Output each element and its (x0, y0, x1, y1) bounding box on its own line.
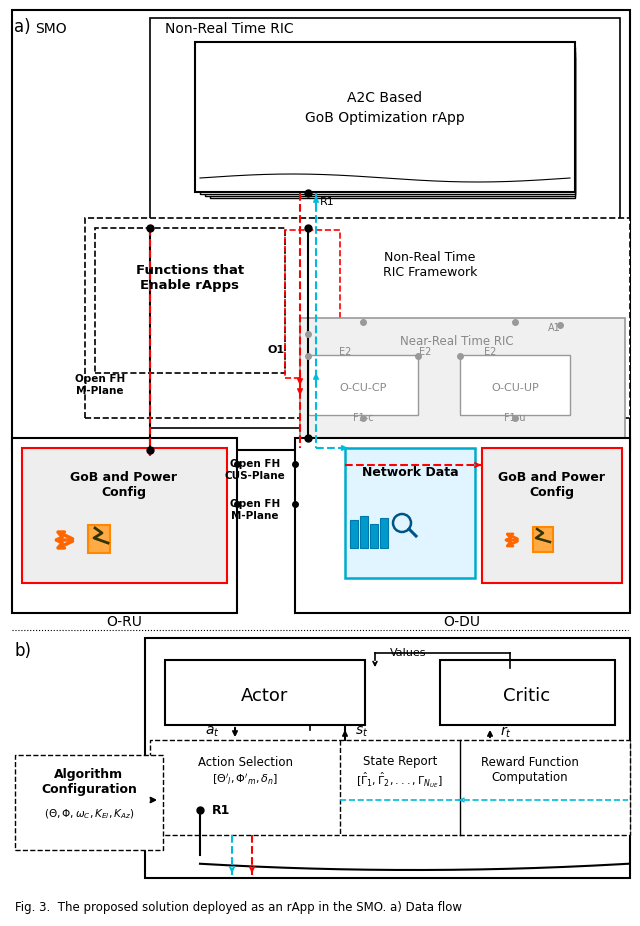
Text: F1-u: F1-u (504, 413, 525, 423)
Text: Open FH
M-Plane: Open FH M-Plane (230, 499, 280, 520)
Bar (195, 42, 575, 192)
Text: A1: A1 (548, 323, 561, 333)
Bar (345, 448, 475, 578)
Text: Actor: Actor (241, 687, 289, 705)
Bar (200, 47, 575, 194)
Bar (12, 438, 237, 613)
Bar (295, 438, 630, 613)
Bar (440, 660, 615, 725)
Bar (285, 230, 340, 378)
Text: Open FH
CUS-Plane: Open FH CUS-Plane (225, 459, 285, 481)
Bar (12, 10, 630, 450)
Text: Functions that
Enable rApps: Functions that Enable rApps (136, 264, 244, 292)
Text: $[\Theta'_l, \Phi'_m, \delta_n]$: $[\Theta'_l, \Phi'_m, \delta_n]$ (212, 772, 278, 787)
Bar (380, 518, 388, 548)
Text: O-CU-CP: O-CU-CP (339, 383, 387, 393)
Bar (460, 355, 570, 415)
Bar (95, 228, 285, 373)
Text: GoB and Power
Config: GoB and Power Config (70, 471, 177, 499)
Text: Algorithm
Configuration: Algorithm Configuration (41, 768, 137, 796)
Text: b): b) (14, 642, 31, 660)
Text: $[\hat{\Gamma}_1, \hat{\Gamma}_2, ..., \Gamma_{N_{UE}}]$: $[\hat{\Gamma}_1, \hat{\Gamma}_2, ..., \… (356, 770, 444, 790)
Text: Fig. 3.  The proposed solution deployed as an rApp in the SMO. a) Data flow: Fig. 3. The proposed solution deployed a… (15, 902, 462, 915)
Text: R1: R1 (320, 197, 335, 207)
Bar (210, 57, 575, 198)
Bar (165, 660, 365, 725)
Bar (482, 448, 622, 583)
Bar (150, 18, 620, 428)
Text: Non-Real Time RIC: Non-Real Time RIC (165, 22, 294, 36)
Bar (533, 527, 553, 552)
Text: GoB Optimization rApp: GoB Optimization rApp (305, 111, 465, 125)
Text: Values: Values (390, 648, 426, 658)
Text: O1: O1 (268, 345, 285, 355)
Bar (360, 516, 368, 548)
Text: a): a) (14, 18, 31, 36)
Text: Near-Real Time RIC: Near-Real Time RIC (400, 335, 514, 348)
Bar (308, 355, 418, 415)
Text: State Report: State Report (363, 756, 437, 769)
Text: Network Data: Network Data (362, 466, 458, 479)
Bar (85, 218, 630, 418)
Text: $s_t$: $s_t$ (355, 725, 369, 739)
Bar (300, 318, 625, 438)
Text: O-DU: O-DU (444, 615, 481, 629)
Bar (350, 520, 358, 548)
Text: F1-c: F1-c (353, 413, 373, 423)
Bar (15, 755, 163, 850)
Text: GoB and Power
Config: GoB and Power Config (499, 471, 605, 499)
Text: $(\Theta, \Phi, \omega_C, K_{El}, K_{Az})$: $(\Theta, \Phi, \omega_C, K_{El}, K_{Az}… (44, 807, 134, 820)
Text: SMO: SMO (35, 22, 67, 36)
Bar (88, 525, 110, 553)
Bar (370, 524, 378, 548)
Bar (22, 448, 227, 583)
Text: O-CU-UP: O-CU-UP (491, 383, 539, 393)
Text: R1: R1 (212, 804, 230, 817)
Text: E2: E2 (339, 347, 351, 357)
Text: $a_t$: $a_t$ (205, 725, 220, 739)
Circle shape (393, 514, 411, 532)
Text: O-RU: O-RU (106, 615, 142, 629)
Text: Open FH
M-Plane: Open FH M-Plane (75, 374, 125, 395)
Bar (145, 638, 630, 878)
Text: Action Selection: Action Selection (198, 756, 292, 769)
Bar (205, 52, 575, 196)
Text: $r_t$: $r_t$ (500, 724, 512, 740)
Text: Reward Function
Computation: Reward Function Computation (481, 756, 579, 784)
Bar (150, 740, 630, 835)
Text: A2C Based: A2C Based (348, 91, 422, 105)
Text: Critic: Critic (504, 687, 550, 705)
Text: Non-Real Time
RIC Framework: Non-Real Time RIC Framework (383, 251, 477, 279)
Text: E2: E2 (419, 347, 431, 357)
Text: E2: E2 (484, 347, 496, 357)
